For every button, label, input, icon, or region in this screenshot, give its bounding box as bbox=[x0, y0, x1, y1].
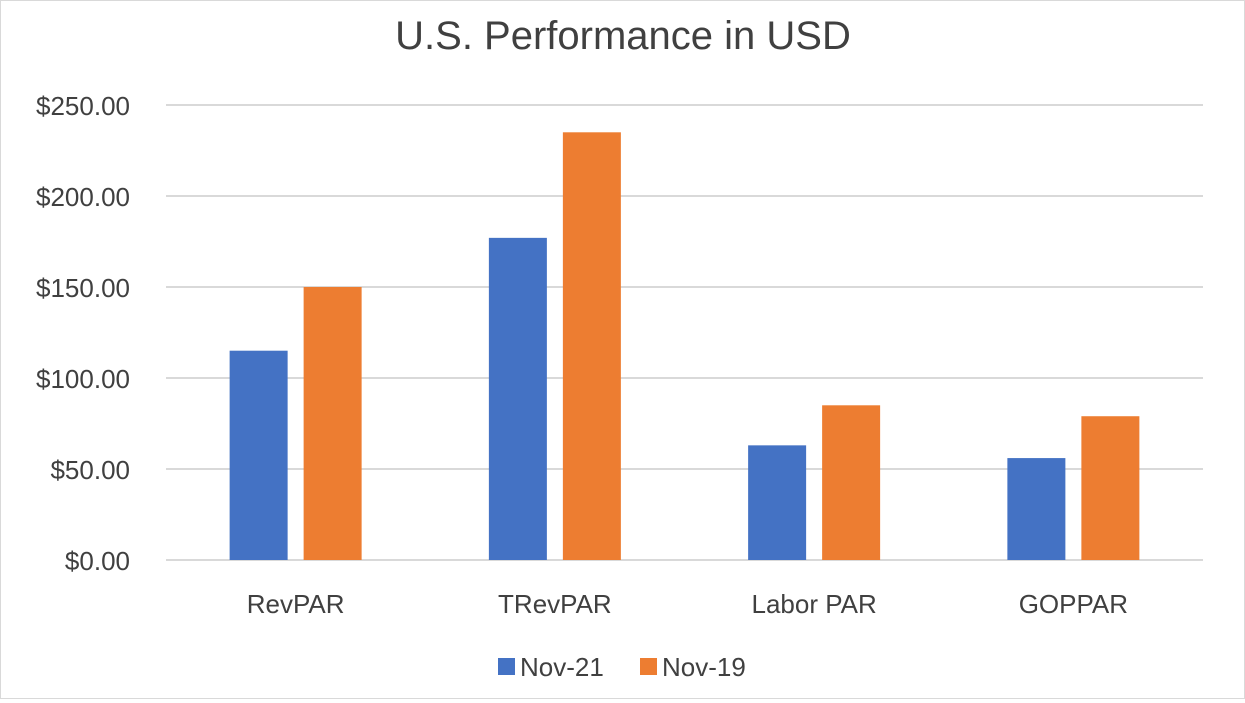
x-tick-label: GOPPAR bbox=[1019, 589, 1128, 619]
bar-nov-21-goppar bbox=[1007, 458, 1066, 560]
y-tick-label: $250.00 bbox=[36, 91, 130, 121]
legend-label: Nov-21 bbox=[520, 652, 604, 682]
y-tick-label: $100.00 bbox=[36, 364, 130, 394]
y-tick-label: $200.00 bbox=[36, 182, 130, 212]
bar-nov-19-revpar bbox=[303, 287, 362, 560]
x-tick-label: TRevPAR bbox=[498, 589, 612, 619]
legend: Nov-21 Nov-19 bbox=[498, 652, 746, 682]
x-axis-tick-labels: RevPAR TRevPAR Labor PAR GOPPAR bbox=[247, 589, 1128, 619]
legend-swatch bbox=[498, 658, 515, 675]
y-tick-label: $150.00 bbox=[36, 273, 130, 303]
bar-nov-19-trevpar bbox=[562, 132, 621, 561]
bar-nov-19-goppar bbox=[1081, 416, 1140, 560]
bar-nov-21-trevpar bbox=[488, 237, 547, 561]
x-tick-label: Labor PAR bbox=[751, 589, 876, 619]
y-tick-label: $50.00 bbox=[50, 455, 130, 485]
bar-nov-21-revpar bbox=[229, 350, 288, 560]
bar-nov-21-labor-par bbox=[748, 445, 807, 560]
y-tick-label: $0.00 bbox=[65, 546, 130, 576]
legend-swatch bbox=[640, 658, 657, 675]
y-axis-tick-labels: $0.00 $50.00 $100.00 $150.00 $200.00 $250.00 bbox=[36, 91, 130, 576]
chart-title: U.S. Performance in USD bbox=[395, 14, 851, 58]
bars bbox=[229, 132, 1140, 561]
x-tick-label: RevPAR bbox=[247, 589, 345, 619]
bar-nov-19-labor-par bbox=[822, 405, 881, 560]
legend-label: Nov-19 bbox=[662, 652, 746, 682]
